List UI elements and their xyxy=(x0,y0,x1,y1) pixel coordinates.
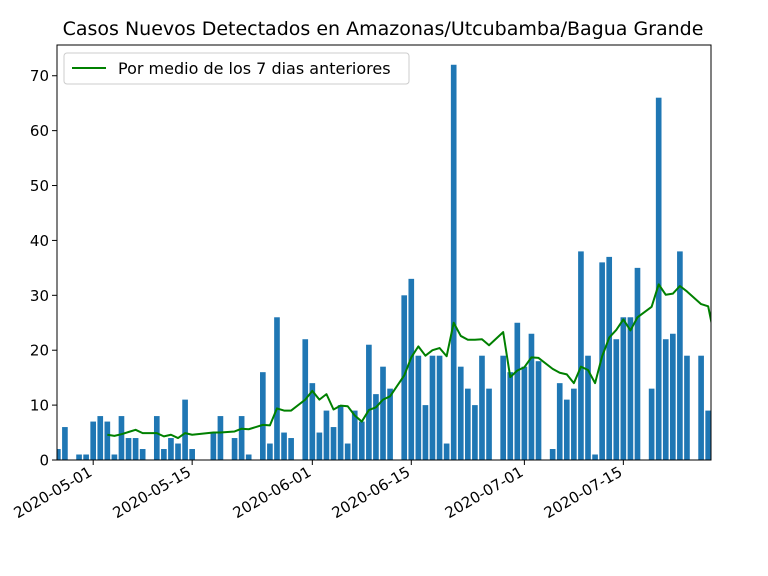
legend-box xyxy=(63,52,410,85)
bar xyxy=(231,438,238,460)
bar xyxy=(507,372,514,460)
bar xyxy=(634,267,641,460)
bar xyxy=(549,449,556,460)
bar xyxy=(662,339,669,460)
bar xyxy=(465,388,471,460)
bar xyxy=(655,97,662,460)
bar xyxy=(705,410,711,460)
plot-frame xyxy=(56,44,712,461)
bar xyxy=(443,443,450,460)
bar xyxy=(168,438,174,460)
bar xyxy=(401,295,408,460)
bar xyxy=(422,405,429,460)
bar xyxy=(316,432,323,460)
bar xyxy=(210,432,217,460)
bar xyxy=(698,355,704,460)
legend-label: Por medio de los 7 dias anteriores xyxy=(118,59,391,78)
bar xyxy=(592,454,598,460)
bar xyxy=(380,366,386,460)
y-tick-label: 30 xyxy=(30,287,49,305)
bar xyxy=(436,355,443,460)
bar xyxy=(111,454,118,460)
bar xyxy=(627,317,634,460)
chart-title: Casos Nuevos Detectados en Amazonas/Utcu… xyxy=(63,18,704,40)
bar xyxy=(599,262,605,460)
y-axis: 0 10 20 30 40 50 60 70 xyxy=(30,67,57,470)
bar xyxy=(373,394,379,460)
bar xyxy=(330,427,337,460)
bar xyxy=(161,449,167,460)
y-tick-label: 40 xyxy=(30,232,49,250)
bar xyxy=(175,443,181,460)
line-layer xyxy=(107,283,711,440)
bar xyxy=(556,383,563,460)
bar xyxy=(281,432,287,460)
bar xyxy=(670,333,676,460)
bar xyxy=(351,410,358,460)
bar xyxy=(585,355,591,460)
bar xyxy=(288,438,294,460)
bar xyxy=(684,355,690,460)
bar xyxy=(97,416,104,460)
bar xyxy=(500,355,506,460)
bar xyxy=(118,416,125,460)
bar xyxy=(514,322,521,460)
y-tick-label: 60 xyxy=(30,122,49,140)
bar xyxy=(415,355,422,460)
legend: Por medio de los 7 dias anteriores xyxy=(63,52,410,85)
bar xyxy=(182,399,188,460)
bar xyxy=(125,438,132,460)
bar xyxy=(620,317,627,460)
bar xyxy=(153,416,160,460)
bar xyxy=(677,251,683,460)
bar xyxy=(132,438,139,460)
bar xyxy=(450,64,457,460)
y-tick-label: 0 xyxy=(39,452,49,470)
bar xyxy=(245,454,252,460)
bar xyxy=(76,454,82,460)
bar xyxy=(267,443,273,460)
bar xyxy=(309,383,316,460)
bar xyxy=(57,449,61,460)
bar xyxy=(189,449,195,460)
bar xyxy=(479,355,485,460)
bar xyxy=(648,388,655,460)
bar xyxy=(217,416,224,460)
bar xyxy=(90,421,97,460)
bar xyxy=(139,449,146,460)
bar xyxy=(104,421,111,460)
y-tick-label: 50 xyxy=(30,177,49,195)
bar xyxy=(535,361,542,460)
bar xyxy=(274,317,280,460)
bar xyxy=(606,256,613,460)
bar xyxy=(613,339,620,460)
bar xyxy=(83,454,89,460)
bar xyxy=(260,372,266,460)
bar xyxy=(472,405,478,460)
y-tick-label: 10 xyxy=(30,397,49,415)
y-tick-label: 70 xyxy=(30,67,49,85)
bar xyxy=(571,388,577,460)
moving-average-line xyxy=(107,283,711,440)
bar xyxy=(563,399,570,460)
bar xyxy=(408,278,415,460)
bar xyxy=(528,333,535,460)
bar xyxy=(578,251,584,460)
bar xyxy=(358,421,365,460)
bar xyxy=(429,355,436,460)
y-tick-label: 20 xyxy=(30,342,49,360)
bar xyxy=(521,366,528,460)
bar xyxy=(457,366,464,460)
bar xyxy=(238,416,245,460)
bar xyxy=(486,388,492,460)
bar xyxy=(344,443,351,460)
bar xyxy=(62,427,68,460)
bar xyxy=(366,344,372,460)
bar xyxy=(387,388,393,460)
bar xyxy=(337,405,344,460)
bar xyxy=(323,410,330,460)
